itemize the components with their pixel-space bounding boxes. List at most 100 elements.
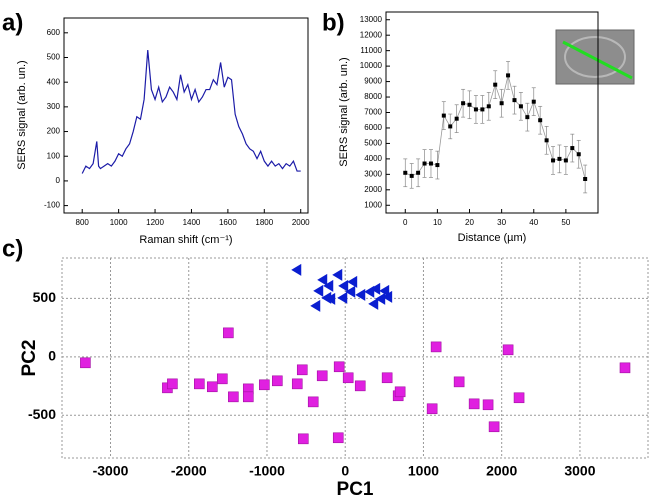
point — [338, 279, 349, 292]
point — [506, 73, 511, 78]
y-tick-label: 7000 — [364, 108, 382, 117]
point — [557, 156, 562, 161]
x-axis-label: Distance (µm) — [458, 232, 527, 244]
point — [428, 161, 433, 166]
x-tick-label: 3000 — [564, 463, 595, 479]
x-tick-label: 40 — [529, 218, 538, 227]
point — [272, 375, 283, 387]
y-tick-label: 0 — [56, 176, 61, 185]
point — [167, 378, 178, 390]
x-axis-label: PC1 — [337, 479, 374, 500]
point — [422, 161, 427, 166]
point — [461, 101, 466, 106]
point — [332, 432, 344, 444]
point — [468, 398, 480, 410]
y-tick-label: 6000 — [364, 123, 382, 132]
point — [296, 364, 308, 376]
y-tick-label: 2000 — [364, 185, 382, 194]
panel-label: c) — [2, 235, 23, 262]
point — [217, 373, 228, 385]
x-tick-label: 1000 — [110, 218, 128, 227]
y-tick-label: 100 — [47, 151, 61, 160]
point — [538, 118, 543, 123]
y-tick-label: 500 — [33, 289, 57, 305]
point — [435, 163, 440, 168]
y-tick-label: 1000 — [364, 200, 382, 209]
x-tick-label: 30 — [497, 218, 506, 227]
point — [379, 284, 390, 297]
point — [512, 98, 517, 103]
point — [448, 124, 453, 129]
point — [382, 290, 393, 303]
x-axis-label: Raman shift (cm⁻¹) — [139, 234, 232, 246]
y-tick-label: 5000 — [364, 139, 382, 148]
y-tick-label: 12000 — [360, 30, 383, 39]
point — [409, 173, 414, 178]
x-tick-label: 20 — [465, 218, 474, 227]
point — [325, 292, 336, 305]
point — [453, 376, 465, 388]
point — [228, 391, 239, 403]
point — [482, 399, 494, 411]
point — [206, 381, 218, 393]
point — [525, 115, 530, 120]
point — [563, 158, 568, 163]
point — [381, 372, 393, 384]
point — [619, 362, 631, 374]
point — [403, 170, 408, 175]
point — [80, 357, 91, 369]
x-tick-label: 1200 — [146, 218, 164, 227]
point — [583, 176, 588, 181]
panel-label: b) — [322, 9, 345, 36]
point — [513, 392, 525, 404]
x-tick-label: -2000 — [171, 463, 207, 479]
x-tick-label: 1600 — [219, 218, 237, 227]
plot-frame — [63, 17, 309, 214]
point — [354, 380, 366, 392]
y-tick-label: 8000 — [364, 92, 382, 101]
y-tick-label: -100 — [44, 201, 61, 210]
y-tick-label: 200 — [47, 127, 61, 136]
y-axis-label: PC2 — [19, 340, 40, 377]
point — [480, 107, 485, 112]
point — [416, 170, 421, 175]
point — [194, 378, 205, 390]
inset-micrograph — [555, 29, 635, 85]
point — [531, 99, 536, 104]
point — [368, 297, 379, 310]
cell-outline — [564, 36, 626, 78]
point — [242, 391, 254, 403]
point — [473, 107, 478, 112]
point — [310, 299, 321, 312]
point — [370, 282, 381, 295]
point — [430, 341, 442, 353]
y-axis-label: SERS signal (arb. un.) — [16, 60, 28, 169]
point — [297, 433, 309, 445]
point — [488, 421, 500, 433]
y-axis-label: SERS signal (arb. un.) — [338, 57, 350, 166]
point — [316, 370, 328, 382]
y-tick-label: 3000 — [364, 169, 382, 178]
y-tick-label: 10000 — [360, 61, 383, 70]
point — [307, 396, 319, 408]
point — [576, 152, 581, 157]
y-tick-label: 4000 — [364, 154, 382, 163]
y-tick-label: 300 — [47, 102, 61, 111]
point — [291, 263, 302, 276]
point — [323, 279, 334, 292]
point — [337, 291, 348, 304]
x-tick-label: 1400 — [183, 218, 201, 227]
data-line — [81, 50, 301, 174]
x-tick-label: 2000 — [292, 218, 310, 227]
y-tick-label: 500 — [47, 53, 61, 62]
point — [375, 292, 386, 305]
point — [502, 344, 514, 356]
x-tick-label: -1000 — [249, 463, 285, 479]
y-tick-label: 0 — [48, 348, 56, 364]
y-tick-label: 9000 — [364, 77, 382, 86]
point — [544, 138, 549, 143]
x-tick-label: 2000 — [486, 463, 517, 479]
x-tick-label: -3000 — [93, 463, 129, 479]
